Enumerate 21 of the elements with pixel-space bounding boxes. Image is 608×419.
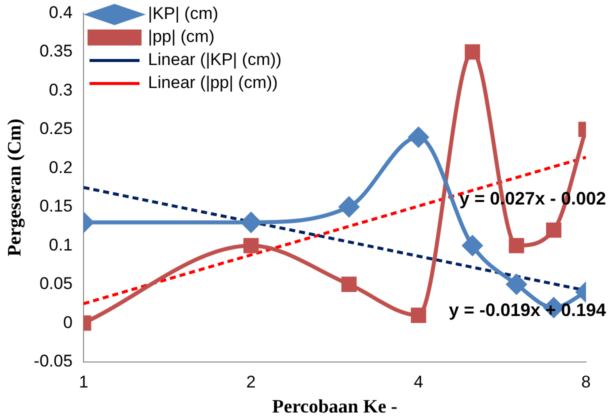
y-tick-label: 0.25 [39,119,73,138]
x-tick-label: 2 [246,372,256,392]
y-tick-label: 0.4 [48,2,73,22]
y-tick-label: 0.2 [48,158,73,177]
y-tick-label: 0 [63,312,73,332]
x-tick-label: 1 [78,372,88,392]
annotation: y = -0.019x + 0.194 [448,300,606,320]
y-tick-label: 0.05 [39,274,73,294]
x-axis-title: Percobaan Ke - [272,396,398,418]
legend-label: |pp| (cm) [148,27,214,46]
x-tick-label: 8 [581,372,591,392]
y-axis-title: Pergeseran (Cm) [4,118,26,256]
y-tick-label: 0.3 [48,80,73,100]
x-tick-label: 4 [414,372,424,392]
y-tick-label: -0.05 [34,351,73,370]
legend-label: Linear (|pp| (cm)) [148,73,278,92]
legend-label: Linear (|KP| (cm)) [148,50,282,70]
legend-label: |KP| (cm) [148,4,218,24]
y-tick-label: 0.35 [39,42,73,61]
y-tick-label: 0.15 [39,196,73,216]
y-tick-label: 0.1 [48,235,73,254]
